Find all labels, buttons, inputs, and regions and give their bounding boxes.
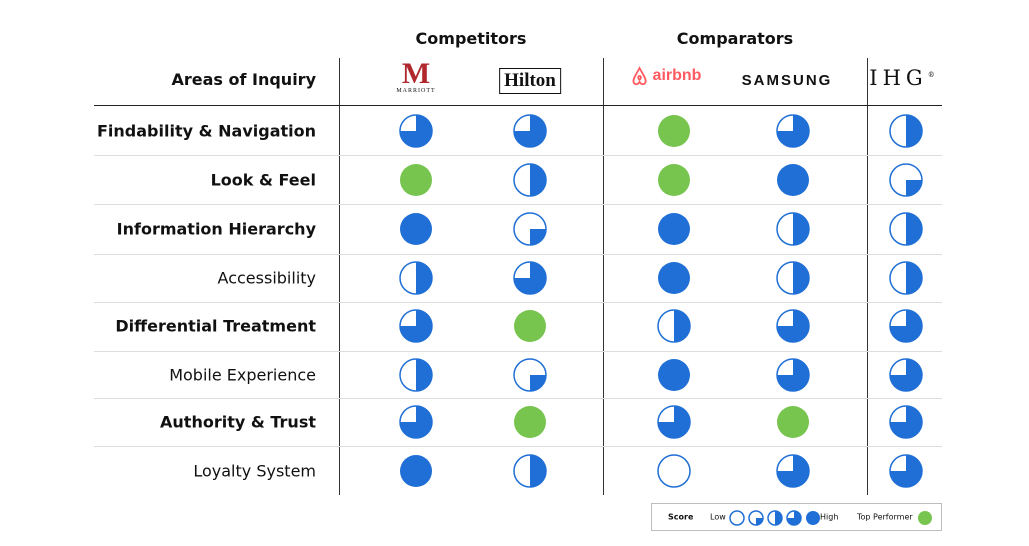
marriott-mark-icon: M [401,57,431,90]
legend-low-label: Low [710,512,726,522]
score-2-icon [889,114,923,148]
score-2-icon [657,309,691,343]
score-3-icon [889,358,923,392]
airbnb-wordmark: airbnb [652,67,702,84]
row-divider [94,155,942,156]
row-label: Information Hierarchy [116,219,316,239]
score-1-icon [513,358,547,392]
row-label: Differential Treatment [115,316,316,336]
score-3-icon [776,309,810,343]
score-3-icon [776,358,810,392]
top-performer-icon [513,309,547,343]
legend-score-scale [729,510,821,526]
score-3-icon [657,405,691,439]
legend-top-icon [917,510,933,528]
row-label: Look & Feel [210,170,316,190]
row-divider [94,204,942,205]
score-3-icon [513,114,547,148]
legend-score-1-icon [748,510,764,526]
score-2-icon [776,261,810,295]
top-performer-icon [513,405,547,439]
score-3-icon [513,261,547,295]
row-label: Authority & Trust [160,412,316,432]
score-4-icon [657,212,691,246]
score-2-icon [513,163,547,197]
top-performer-icon [657,114,691,148]
registered-mark: ® [927,71,935,79]
score-4-icon [399,212,433,246]
divider-groups [603,58,604,495]
samsung-logo: SAMSUNG [741,72,833,89]
legend-score-2-icon [767,510,783,526]
row-divider [94,446,942,447]
airbnb-logo: airbnb [631,66,702,86]
score-1-icon [513,212,547,246]
divider-labels [339,58,340,495]
legend-score-4-icon [805,510,821,526]
row-divider [94,254,942,255]
row-label: Accessibility [217,268,316,288]
score-0-icon [657,454,691,488]
row-label: Findability & Navigation [97,121,316,141]
group-comparators-label: Comparators [676,29,794,48]
score-4-icon [657,261,691,295]
top-performer-icon [657,163,691,197]
legend-score-0-icon [729,510,745,526]
legend: Score Low High Top Performer [651,503,942,531]
score-2-icon [776,212,810,246]
marriott-wordmark: MARRIOTT [396,88,436,94]
score-4-icon [657,358,691,392]
row-divider [94,302,942,303]
score-1-icon [889,163,923,197]
header-divider [94,105,942,106]
legend-high-label: High [820,512,839,522]
score-2-icon [889,212,923,246]
ihg-logo: IHG® [869,66,934,90]
row-divider [94,351,942,352]
score-3-icon [399,405,433,439]
score-3-icon [889,309,923,343]
score-3-icon [776,454,810,488]
top-performer-icon [776,405,810,439]
row-label: Loyalty System [193,461,316,481]
hilton-logo: Hilton [499,68,561,94]
airbnb-belo-icon [632,66,647,86]
divider-ihg [867,58,868,495]
score-3-icon [399,309,433,343]
row-divider [94,398,942,399]
score-2-icon [889,261,923,295]
row-label: Mobile Experience [169,365,316,385]
score-3-icon [776,114,810,148]
score-2-icon [399,261,433,295]
legend-score-3-icon [786,510,802,526]
legend-top-label: Top Performer [857,512,913,522]
top-performer-icon [399,163,433,197]
areas-of-inquiry-heading: Areas of Inquiry [171,70,316,89]
marriott-logo: M MARRIOTT [396,57,436,95]
score-3-icon [889,454,923,488]
score-3-icon [399,114,433,148]
score-4-icon [399,454,433,488]
group-competitors-label: Competitors [415,29,527,48]
score-3-icon [889,405,923,439]
ihg-wordmark: IHG [869,66,928,90]
score-2-icon [399,358,433,392]
score-2-icon [513,454,547,488]
score-4-icon [776,163,810,197]
legend-score-label: Score [668,512,694,522]
